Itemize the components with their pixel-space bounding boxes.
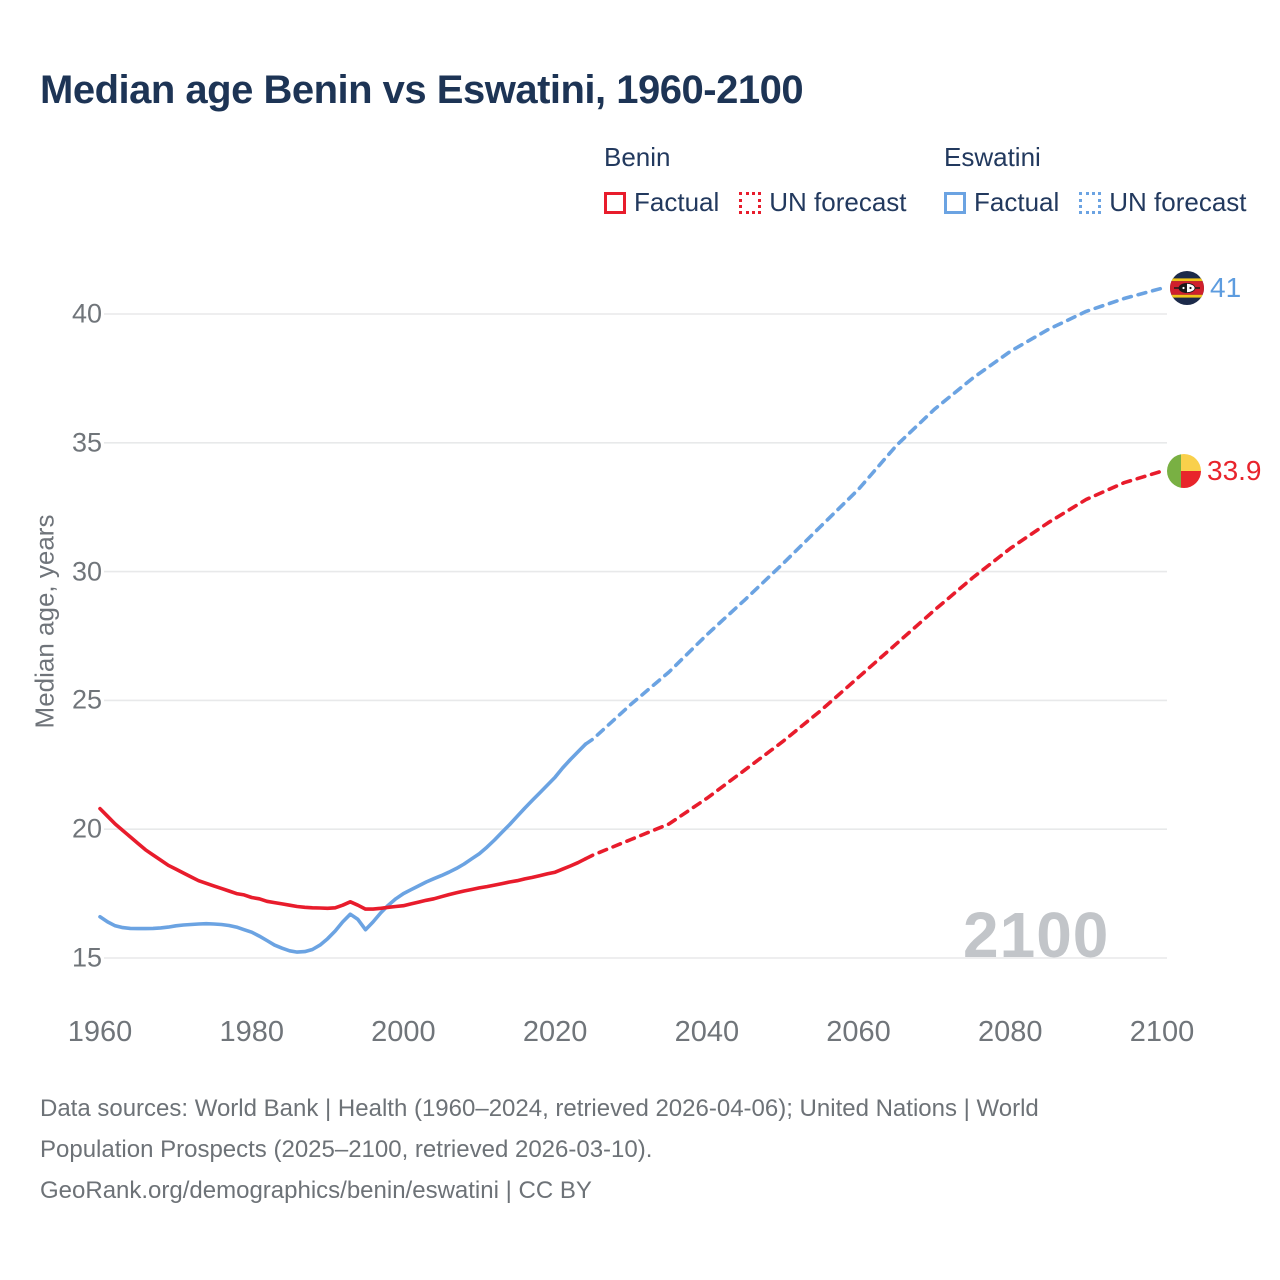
- y-tick-label: 25: [71, 684, 102, 715]
- end-label-eswatini: 41: [1170, 271, 1241, 305]
- y-tick-label: 35: [71, 427, 102, 458]
- eswatini-end-value: 41: [1210, 272, 1242, 303]
- x-tick-label: 1980: [219, 1016, 284, 1048]
- series-benin-factual: [98, 806, 588, 911]
- benin-forecast-swatch-icon: [739, 191, 762, 214]
- x-tick-label: 2020: [522, 1016, 588, 1048]
- benin-end-value: 33.9: [1207, 455, 1262, 486]
- eswatini-forecast-swatch-icon: [1079, 191, 1102, 214]
- x-tick-label: 2040: [674, 1016, 740, 1048]
- legend-item-eswatini-factual[interactable]: Factual: [944, 187, 1059, 218]
- footer: Data sources: World Bank | Health (1960–…: [40, 1088, 1200, 1211]
- y-tick-label: 30: [71, 556, 102, 587]
- legend-benin-row: Factual UN forecast: [604, 187, 907, 218]
- series-eswatini-factual: [98, 742, 588, 954]
- x-tick-label: 2000: [371, 1016, 436, 1048]
- legend-group-eswatini: Eswatini Factual UN forecast: [944, 142, 1247, 218]
- x-tick-label: 2080: [978, 1016, 1043, 1048]
- legend-label: Factual: [634, 187, 720, 217]
- legend-label: UN forecast: [1109, 187, 1247, 217]
- legend-item-eswatini-forecast[interactable]: UN forecast: [1079, 187, 1247, 218]
- series-eswatini-un-forecast: [583, 286, 1164, 747]
- page-title: Median age Benin vs Eswatini, 1960-2100: [40, 68, 804, 112]
- y-tick-label: 15: [71, 942, 102, 973]
- y-tick-label: 40: [71, 298, 102, 329]
- benin-flag-icon: [1167, 454, 1201, 488]
- end-label-benin: 33.9: [1167, 454, 1262, 488]
- legend-group-benin: Benin Factual UN forecast: [604, 142, 907, 218]
- watermark-year: 2100: [963, 899, 1110, 971]
- legend-eswatini-header: Eswatini: [944, 142, 1041, 172]
- legend-benin-header: Benin: [604, 142, 671, 172]
- legend-item-benin-forecast[interactable]: UN forecast: [739, 187, 907, 218]
- footer-attribution: GeoRank.org/demographics/benin/eswatini …: [40, 1177, 592, 1204]
- legend-label: UN forecast: [769, 187, 907, 217]
- footer-data-sources-line1: Data sources: World Bank | Health (1960–…: [40, 1095, 1039, 1122]
- legend-item-benin-factual[interactable]: Factual: [604, 187, 719, 218]
- series-benin-un-forecast: [583, 469, 1164, 861]
- x-tick-label: 2100: [1129, 1016, 1195, 1048]
- eswatini-factual-swatch-icon: [944, 191, 966, 214]
- x-tick-label: 1960: [67, 1016, 133, 1048]
- benin-factual-swatch-icon: [604, 191, 626, 214]
- eswatini-flag-icon: [1170, 271, 1204, 305]
- x-tick-label: 2060: [826, 1016, 891, 1048]
- legend-label: Factual: [974, 187, 1060, 217]
- footer-data-sources-line2: Population Prospects (2025–2100, retriev…: [40, 1136, 653, 1163]
- legend-eswatini-row: Factual UN forecast: [944, 187, 1247, 218]
- y-tick-label: 20: [71, 813, 102, 844]
